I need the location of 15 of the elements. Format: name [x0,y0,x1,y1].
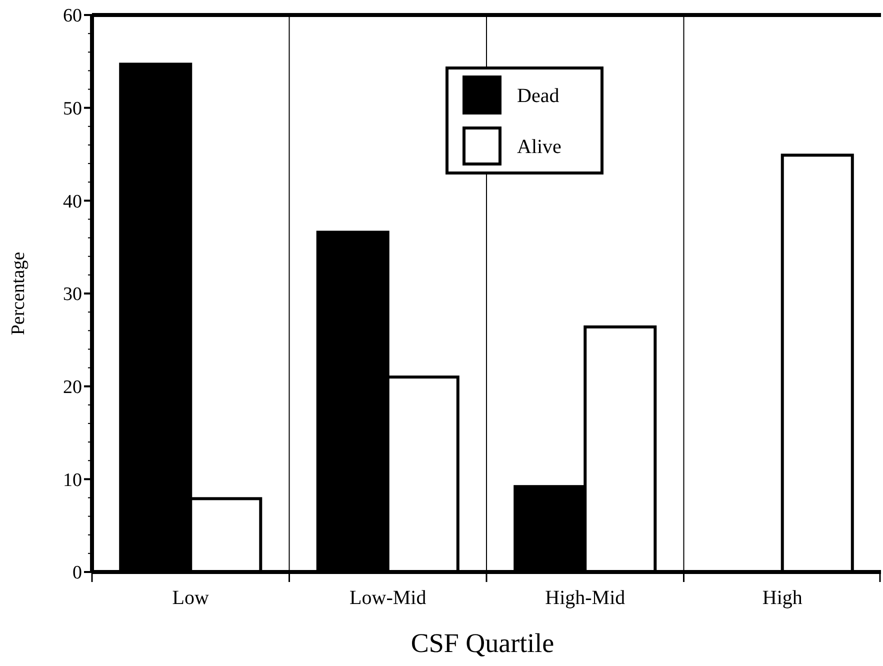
x-axis-title: CSF Quartile [410,628,554,658]
legend-label: Dead [517,85,560,107]
y-tick-label: 0 [72,562,82,584]
y-tick-label: 60 [63,6,82,27]
y-tick-label: 50 [63,98,82,120]
y-axis-title: Percentage [8,252,29,336]
legend-label: Alive [517,136,562,158]
y-tick-label: 40 [63,191,82,212]
y-tick-label: 10 [63,470,82,491]
y-tick-label: 20 [63,376,82,398]
x-tick-label: High [762,587,802,609]
y-tick-label: 30 [63,284,82,306]
x-tick-label: High-Mid [545,587,626,609]
x-tick-label: Low [172,587,210,609]
x-tick-label: Low-Mid [350,587,426,609]
